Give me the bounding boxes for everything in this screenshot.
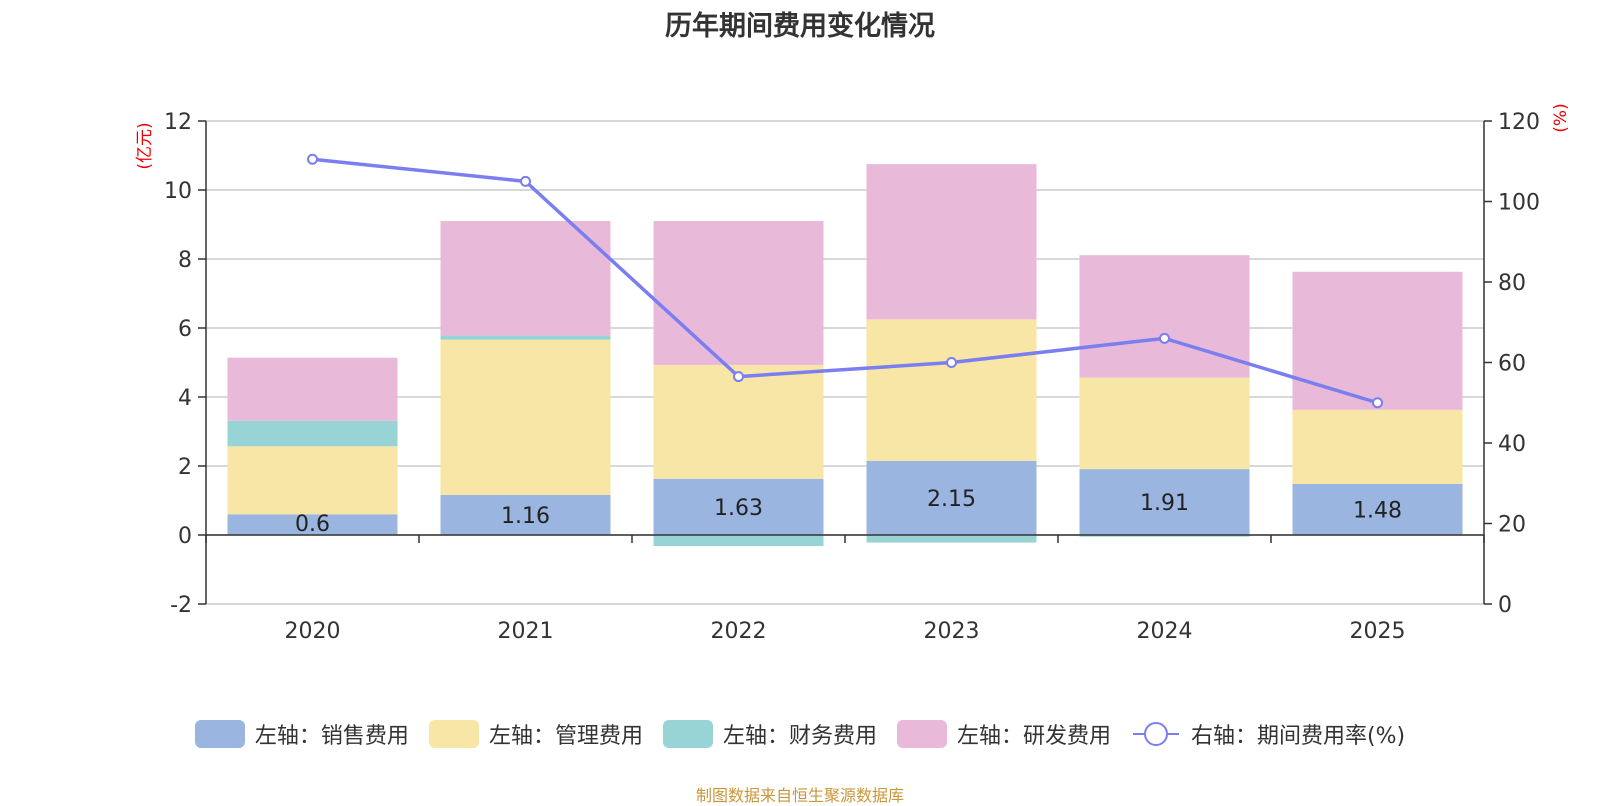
bar-s2-2020: [227, 420, 398, 447]
bar-s1-2023: [866, 319, 1037, 461]
y-left-tick-label: 12: [164, 110, 192, 135]
source-note: 制图数据来自恒生聚源数据库: [695, 786, 904, 805]
bar-s3-2025: [1292, 271, 1463, 410]
bar-s1-2021: [440, 339, 611, 495]
x-tick-label-2025: 2025: [1350, 619, 1406, 644]
bar-s1-2020: [227, 446, 398, 515]
bar-s0-2023: [866, 460, 1037, 535]
chart-title: 历年期间费用变化情况: [665, 11, 935, 42]
legend-swatch: [896, 720, 947, 748]
x-tick-label-2020: 2020: [285, 619, 341, 644]
bar-s2-2021: [440, 335, 611, 340]
legend-label: 左轴：研发费用: [956, 724, 1111, 749]
y-right-axis-title: (%): [1551, 103, 1571, 132]
y-right-tick-label: 80: [1498, 271, 1526, 296]
x-tick-label-2023: 2023: [924, 619, 980, 644]
y-left-tick-label: 4: [178, 386, 192, 411]
bar-s0-2024: [1079, 469, 1250, 535]
data-label-2022: 1.63: [714, 496, 763, 521]
data-label-2024: 1.91: [1140, 491, 1189, 516]
x-tick-label-2021: 2021: [498, 619, 554, 644]
y-left-axis-title: (亿元): [135, 122, 155, 169]
y-left-tick-label: 6: [178, 317, 192, 342]
legend-item-1[interactable]: 左轴：管理费用: [428, 718, 643, 750]
legend-swatch: [1132, 722, 1179, 746]
data-label-2020: 0.6: [295, 512, 330, 537]
y-left-tick-label: 8: [178, 248, 192, 273]
x-tick-label-2022: 2022: [711, 619, 767, 644]
y-left-tick-label: -2: [170, 593, 192, 618]
bar-s0-2020: [227, 514, 398, 535]
bar-s0-2021: [440, 494, 611, 535]
bar-s3-2024: [1079, 255, 1250, 378]
legend-swatch: [662, 720, 713, 748]
line-point-2021: [520, 175, 531, 187]
data-label-2023: 2.15: [927, 487, 976, 512]
y-right-tick-label: 100: [1498, 191, 1540, 216]
legend-swatch: [194, 720, 245, 748]
y-left-tick-label: 2: [178, 455, 192, 480]
line-point-2025: [1372, 397, 1383, 409]
bar-s2-2022: [653, 535, 824, 547]
bar-s3-2023: [866, 164, 1037, 320]
legend-swatch: [428, 720, 479, 748]
data-label-2021: 1.16: [501, 504, 550, 529]
bar-s3-2020: [227, 357, 398, 421]
y-left-tick-label: 10: [164, 179, 192, 204]
y-right-tick-label: 120: [1498, 110, 1540, 135]
x-tick-label-2024: 2024: [1137, 619, 1193, 644]
bar-s0-2025: [1292, 483, 1463, 535]
y-right-tick-label: 0: [1498, 593, 1512, 618]
legend-item-4[interactable]: 右轴：期间费用率(%): [1131, 718, 1405, 750]
line-point-2024: [1159, 332, 1170, 344]
legend: 左轴：销售费用 左轴：管理费用 左轴：财务费用 左轴：研发费用 右轴：期间费用率(%): [0, 718, 1600, 750]
bar-s0-2022: [653, 478, 824, 535]
line-point-2020: [307, 153, 318, 165]
bar-s1-2024: [1079, 377, 1250, 470]
y-left-tick-label: 0: [178, 524, 192, 549]
legend-item-2[interactable]: 左轴：财务费用: [662, 718, 877, 750]
bar-s2-2023: [866, 535, 1037, 543]
legend-item-3[interactable]: 左轴：研发费用: [896, 718, 1111, 750]
bar-s1-2025: [1292, 409, 1463, 484]
y-right-tick-label: 20: [1498, 513, 1526, 538]
bar-s3-2021: [440, 221, 611, 336]
data-label-2025: 1.48: [1353, 498, 1402, 523]
legend-label: 左轴：财务费用: [722, 724, 877, 749]
line-point-2022: [733, 371, 744, 383]
legend-label: 左轴：管理费用: [488, 724, 643, 749]
legend-label: 右轴：期间费用率(%): [1190, 724, 1406, 749]
chart-plot: 0.6 1.16 1.63 2.15 1.91 1.48 -2 0 2 4 6 8 10 12 (亿元) 0 2…: [135, 103, 1571, 644]
line-series-rate: [312, 157, 1379, 405]
legend-item-0[interactable]: 左轴：销售费用: [194, 718, 409, 750]
bar-s1-2022: [653, 364, 824, 479]
bar-s3-2022: [653, 221, 824, 365]
bar-s2-2024: [1079, 535, 1250, 537]
line-point-2023: [946, 357, 957, 368]
y-right-tick-label: 60: [1498, 352, 1526, 377]
y-right-tick-label: 40: [1498, 432, 1526, 457]
legend-label: 左轴：销售费用: [254, 724, 409, 749]
